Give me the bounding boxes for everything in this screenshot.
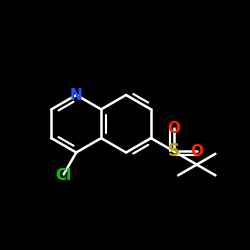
Text: O: O [167,121,180,136]
Text: O: O [190,144,203,159]
Text: N: N [70,88,82,102]
Text: S: S [168,142,180,160]
Text: Cl: Cl [56,168,72,183]
